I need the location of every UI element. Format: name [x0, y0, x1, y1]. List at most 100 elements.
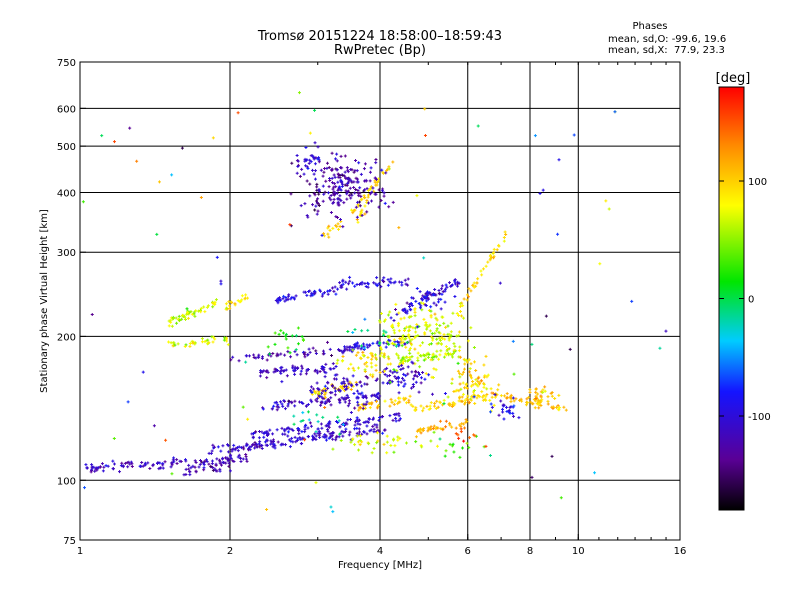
scatter-point: [288, 351, 292, 355]
scatter-point: [460, 372, 464, 376]
scatter-point: [374, 399, 378, 403]
scatter-point: [556, 404, 560, 408]
scatter-point: [183, 344, 187, 348]
scatter-point: [450, 425, 454, 429]
scatter-point: [451, 311, 455, 315]
scatter-point: [240, 294, 244, 298]
scatter-point: [378, 415, 382, 419]
scatter-point: [324, 179, 328, 183]
scatter-point: [343, 400, 347, 404]
scatter-point: [393, 331, 397, 335]
scatter-point: [348, 275, 352, 279]
scatter-point: [404, 359, 408, 363]
scatter-point: [533, 399, 537, 403]
scatter-point: [438, 419, 442, 423]
scatter-point: [265, 438, 269, 442]
scatter-point: [438, 338, 442, 342]
scatter-point: [369, 166, 373, 170]
scatter-point: [497, 413, 501, 417]
scatter-point: [278, 296, 282, 300]
scatter-point: [528, 388, 532, 392]
scatter-point: [486, 260, 490, 264]
scatter-point: [408, 394, 412, 398]
scatter-point: [254, 430, 258, 434]
scatter-point: [467, 436, 471, 440]
scatter-point: [341, 282, 345, 286]
scatter-point: [184, 467, 188, 471]
scatter-point: [184, 317, 188, 321]
scatter-point: [308, 350, 312, 354]
scatter-point: [304, 423, 308, 427]
scatter-point: [382, 191, 386, 195]
scatter-point: [430, 375, 434, 379]
scatter-point: [313, 141, 317, 145]
scatter-point: [365, 432, 369, 436]
scatter-point: [279, 329, 283, 333]
scatter-point: [168, 319, 172, 323]
scatter-point: [233, 448, 237, 452]
scatter-point: [443, 300, 447, 304]
scatter-point: [469, 362, 473, 366]
scatter-point: [630, 299, 634, 303]
scatter-point: [343, 396, 347, 400]
scatter-point: [300, 335, 304, 339]
scatter-point: [291, 364, 295, 368]
scatter-point: [441, 428, 445, 432]
scatter-point: [341, 351, 345, 355]
scatter-point: [329, 198, 333, 202]
scatter-point: [457, 330, 461, 334]
scatter-point: [300, 167, 304, 171]
scatter-point: [159, 466, 163, 470]
scatter-point: [355, 341, 359, 345]
scatter-point: [357, 161, 361, 165]
scatter-point: [438, 353, 442, 357]
scatter-point: [465, 441, 469, 445]
scatter-point: [336, 222, 340, 226]
scatter-point: [564, 408, 568, 412]
scatter-point: [257, 353, 261, 357]
scatter-point: [392, 402, 396, 406]
scatter-point: [101, 469, 105, 473]
scatter-point: [396, 380, 400, 384]
scatter-point: [179, 459, 183, 463]
scatter-point: [386, 355, 390, 359]
scatter-point: [398, 362, 402, 366]
scatter-point: [171, 344, 175, 348]
scatter-point: [537, 401, 541, 405]
scatter-point: [358, 430, 362, 434]
scatter-point: [484, 398, 488, 402]
scatter-point: [437, 291, 441, 295]
scatter-point: [193, 314, 197, 318]
scatter-point: [328, 347, 332, 351]
scatter-point: [334, 185, 338, 189]
scatter-point: [536, 398, 540, 402]
scatter-point: [356, 440, 360, 444]
scatter-point: [435, 399, 439, 403]
scatter-point: [338, 398, 342, 402]
chart-subtitle: RwPretec (Bp): [334, 43, 426, 58]
y-tick-label: 200: [57, 332, 76, 343]
scatter-point: [340, 349, 344, 353]
scatter-point: [433, 312, 437, 316]
scatter-point: [416, 351, 420, 355]
scatter-point: [536, 392, 540, 396]
scatter-point: [493, 395, 497, 399]
scatter-point: [443, 454, 447, 458]
scatter-point: [294, 348, 298, 352]
scatter-point: [164, 438, 168, 442]
scatter-point: [279, 366, 283, 370]
scatter-point: [337, 419, 341, 423]
scatter-point: [404, 282, 408, 286]
scatter-point: [263, 440, 267, 444]
scatter-point: [360, 344, 364, 348]
scatter-point: [176, 342, 180, 346]
scatter-point: [210, 462, 214, 466]
scatter-point: [129, 460, 133, 464]
scatter-point: [347, 401, 351, 405]
scatter-point: [202, 461, 206, 465]
scatter-point: [311, 346, 315, 350]
x-axis-label: Frequency [MHz]: [338, 560, 422, 571]
scatter-point: [415, 323, 419, 327]
scatter-point: [330, 176, 334, 180]
scatter-point: [315, 182, 319, 186]
